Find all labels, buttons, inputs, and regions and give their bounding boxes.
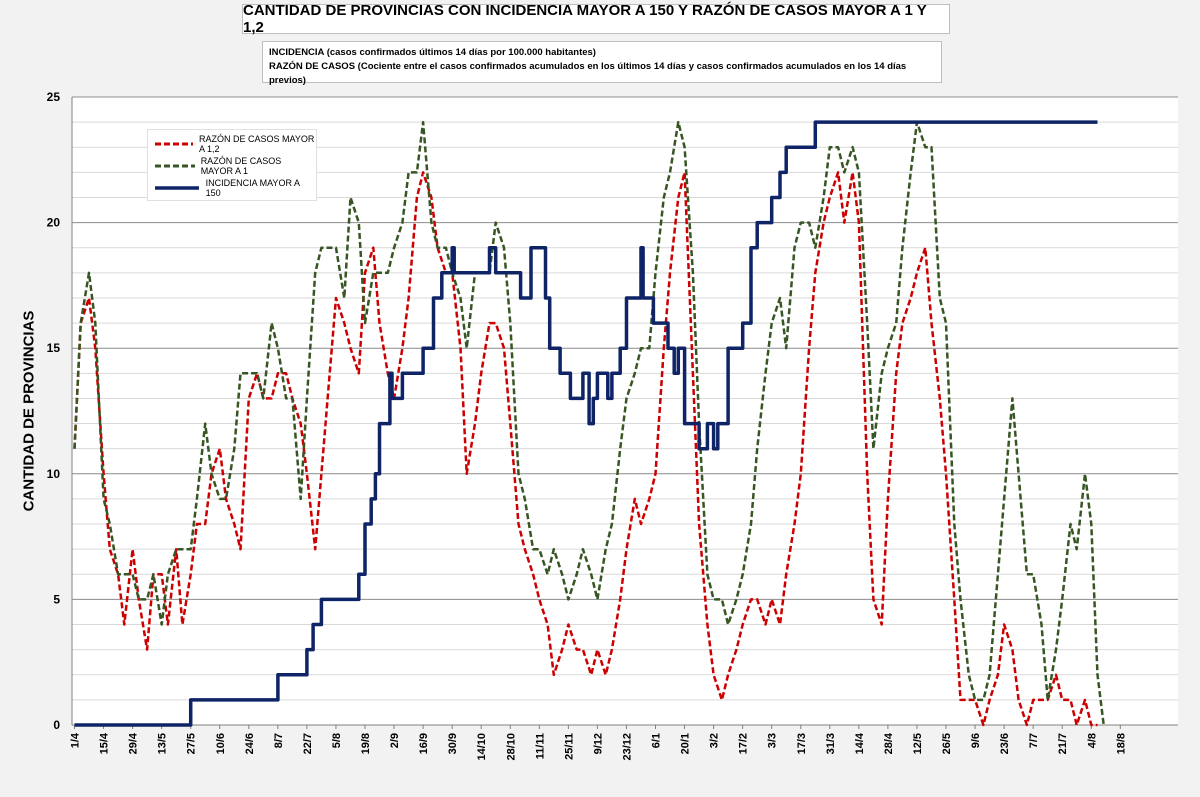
y-tick-label: 5 [53,592,60,606]
y-tick-label: 25 [47,90,61,104]
x-tick-label: 4/8 [1086,733,1098,748]
x-tick-label: 1/4 [70,732,82,748]
x-tick-label: 23/12 [621,733,633,761]
x-tick-label: 7/7 [1028,733,1040,748]
x-tick-label: 16/9 [418,733,430,754]
legend-label-incidencia: INCIDENCIA MAYOR A 150 [205,178,300,198]
legend-item-razon-12: RAZÓN DE CASOS MAYOR A 1,2 [154,134,316,154]
x-tick-label: 17/3 [796,733,808,754]
x-tick-label: 17/2 [738,733,750,754]
x-tick-label: 31/3 [825,733,837,754]
x-tick-label: 8/7 [273,733,285,748]
x-tick-label: 12/5 [912,733,924,754]
series-line-2 [74,120,1098,727]
x-tick-label: 19/8 [360,733,372,754]
x-tick-label: 9/6 [970,733,982,748]
legend-swatch-razon-1 [155,164,195,168]
legend-swatch-incidencia [155,186,199,190]
x-tick-label: 29/4 [128,732,140,754]
x-tick-label: 21/7 [1057,733,1069,754]
x-tick-label: 20/1 [680,733,692,754]
y-tick-label: 10 [47,467,61,481]
legend: RAZÓN DE CASOS MAYOR A 1,2 RAZÓN DE CASO… [147,129,317,201]
x-tick-label: 28/10 [505,733,517,761]
x-tick-label: 18/8 [1115,733,1127,754]
x-tick-label: 27/5 [186,733,198,754]
definitions-box: INCIDENCIA (casos confirmados últimos 14… [262,41,942,86]
x-tick-label: 15/4 [99,732,111,754]
x-tick-label: 5/8 [331,733,343,748]
x-tick-label: 14/4 [854,732,866,754]
x-tick-label: 22/7 [302,733,314,754]
x-tick-label: 9/12 [592,733,604,754]
y-tick-label: 15 [47,341,61,355]
y-axis-label: CANTIDAD DE PROVINCIAS [20,310,38,512]
y-tick-label: 0 [53,718,60,732]
x-tick-label: 10/6 [215,733,227,754]
x-tick-label: 13/5 [157,733,169,754]
legend-label-razon-12: RAZÓN DE CASOS MAYOR A 1,2 [199,134,315,154]
x-tick-label: 6/1 [651,733,663,748]
legend-item-incidencia: INCIDENCIA MAYOR A 150 [154,178,316,198]
x-tick-label: 3/2 [709,733,721,748]
x-tick-label: 2/9 [389,733,401,748]
x-tick-label: 3/3 [767,733,779,748]
legend-item-razon-1: RAZÓN DE CASOS MAYOR A 1 [154,156,316,176]
x-tick-label: 14/10 [476,733,488,761]
legend-swatch-razon-12 [155,142,194,146]
note-razon: RAZÓN DE CASOS (Cociente entre el casos … [269,61,907,86]
x-tick-label: 24/6 [244,733,256,754]
x-tick-label: 11/11 [534,733,546,759]
x-tick-label: 30/9 [447,733,459,754]
x-tick-label: 23/6 [999,733,1011,754]
chart-title: CANTIDAD DE PROVINCIAS CON INCIDENCIA MA… [242,2,950,36]
series-line-0 [73,171,1098,727]
y-tick-label: 20 [47,216,61,230]
x-tick-label: 26/5 [941,733,953,754]
x-tick-label: 25/11 [563,733,575,760]
series-line-1 [73,120,1105,726]
note-incidencia: INCIDENCIA (casos confirmados últimos 14… [269,47,596,58]
legend-label-razon-1: RAZÓN DE CASOS MAYOR A 1 [200,156,282,176]
x-tick-label: 28/4 [883,732,895,754]
